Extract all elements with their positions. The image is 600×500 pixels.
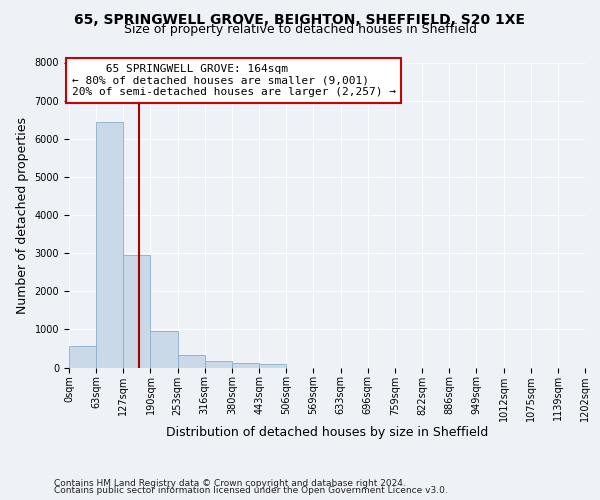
Bar [69, 346, 96, 368]
Bar [151, 330, 178, 368]
Bar [96, 122, 124, 368]
Bar [178, 354, 205, 368]
Y-axis label: Number of detached properties: Number of detached properties [16, 116, 29, 314]
Bar [124, 255, 151, 368]
Text: 65 SPRINGWELL GROVE: 164sqm
← 80% of detached houses are smaller (9,001)
20% of : 65 SPRINGWELL GROVE: 164sqm ← 80% of det… [71, 64, 395, 97]
Text: Contains HM Land Registry data © Crown copyright and database right 2024.: Contains HM Land Registry data © Crown c… [54, 478, 406, 488]
Text: Size of property relative to detached houses in Sheffield: Size of property relative to detached ho… [124, 22, 476, 36]
Bar [205, 362, 232, 368]
Text: 65, SPRINGWELL GROVE, BEIGHTON, SHEFFIELD, S20 1XE: 65, SPRINGWELL GROVE, BEIGHTON, SHEFFIEL… [74, 12, 526, 26]
X-axis label: Distribution of detached houses by size in Sheffield: Distribution of detached houses by size … [166, 426, 488, 439]
Bar [232, 364, 259, 368]
Bar [259, 364, 286, 368]
Text: Contains public sector information licensed under the Open Government Licence v3: Contains public sector information licen… [54, 486, 448, 495]
